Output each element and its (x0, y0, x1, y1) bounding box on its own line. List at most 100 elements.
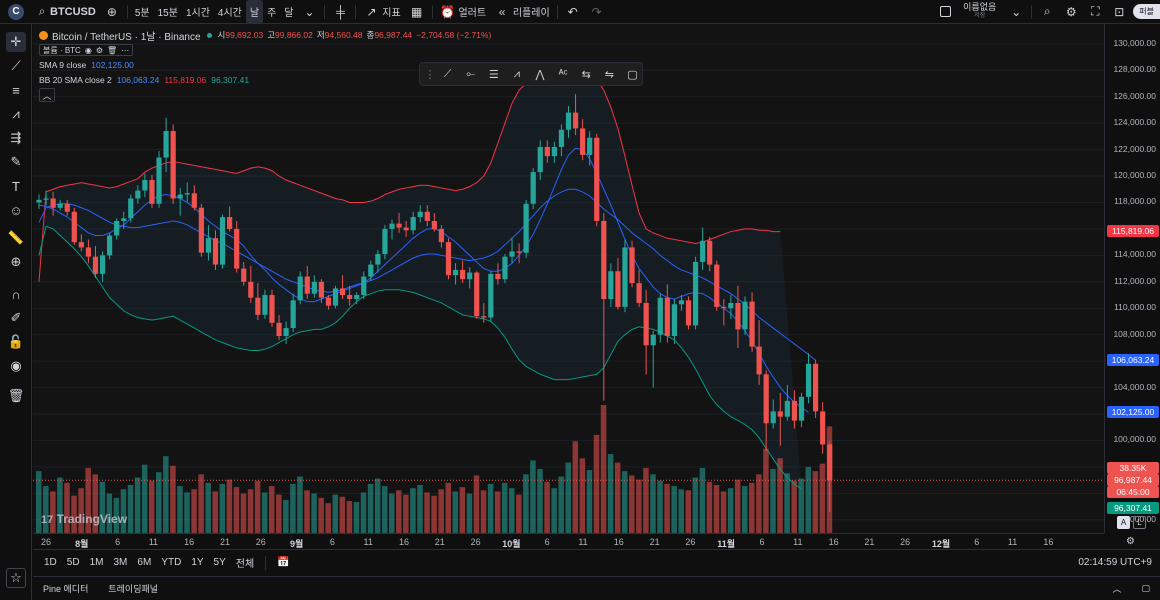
trash-icon: 🗑 (7, 388, 25, 403)
horizontal-ray-icon[interactable]: ⟜ (466, 67, 476, 80)
price-axis[interactable]: 130,000.00 128,000.00 126,000.00 124,000.00… (1104, 24, 1160, 533)
time-axis[interactable]: 26 8월 6 11 16 21 26 9월 6 11 16 21 26 10월 6 11 16 21 26 11월 6… (33, 533, 1104, 549)
candle-body (135, 190, 141, 199)
add-symbol-button[interactable]: ⊕ (100, 0, 124, 24)
range-3m[interactable]: 3M (113, 557, 128, 568)
hide-tool[interactable]: ◉ (6, 356, 26, 376)
settings-button[interactable]: ⚙ (1059, 0, 1083, 24)
price-chart[interactable] (33, 24, 1104, 533)
interval-week[interactable]: 주 (267, 8, 277, 19)
layout-dropdown[interactable]: ⌄ (1004, 0, 1028, 24)
trendline-tool[interactable]: ⟋ (6, 56, 26, 76)
candle-body (700, 240, 706, 262)
symbol-search[interactable]: ⌕ BTCUSD (30, 0, 100, 24)
interval-dropdown[interactable]: ⌄ (297, 0, 321, 24)
pattern-tool[interactable]: ⩘ (6, 104, 26, 124)
range-ytd[interactable]: YTD (161, 557, 182, 568)
tab-trading-panel[interactable]: 트레이딩패널 (108, 584, 159, 594)
layout-toggle[interactable] (936, 0, 955, 24)
range-5d[interactable]: 5D (66, 557, 80, 568)
time-tick: 16 (613, 537, 624, 547)
tab-pine-editor[interactable]: Pine 에디터 (43, 584, 89, 594)
date-range-icon[interactable]: ⇆ (581, 68, 591, 81)
volume-bar (494, 491, 501, 533)
range-1m[interactable]: 1M (89, 557, 104, 568)
favorites-tool[interactable]: ☆ (6, 568, 26, 588)
user-avatar[interactable]: C (8, 3, 24, 20)
candle-body (756, 346, 762, 375)
range-all[interactable]: 전체 (235, 559, 255, 570)
bb-legend[interactable]: BB 20 SMA close 2 106,063.24 115,819.06 … (39, 73, 491, 87)
templates-button[interactable]: ▦ (405, 0, 429, 24)
drag-handle[interactable]: ⋮ (424, 68, 436, 81)
time-axis-settings-button[interactable]: ⚙ (1126, 536, 1135, 547)
snapshot-button[interactable]: ⊡ (1107, 0, 1131, 24)
chart-type-button[interactable]: ╪ (328, 0, 352, 24)
chart-pane[interactable] (33, 24, 1104, 533)
parallel-channel-icon[interactable]: ☰ (488, 68, 499, 81)
range-1d[interactable]: 1D (44, 557, 57, 568)
interval-5m[interactable]: 5분 (134, 8, 150, 19)
interval-day[interactable]: 날 (245, 0, 264, 24)
log-scale-button[interactable]: L (1133, 516, 1146, 529)
layout-name-button[interactable]: 이름없음 저장 (955, 0, 1004, 24)
indicators-button[interactable]: ↗ 지표 (359, 0, 404, 24)
maximize-panel-button[interactable]: ▢ (1131, 583, 1160, 594)
xabcd-pattern-icon[interactable]: ⋀ (535, 68, 545, 81)
text-tool[interactable]: T (6, 176, 26, 196)
rectangle-icon[interactable]: ▢ (627, 68, 638, 81)
forecast-tool[interactable]: ⇶ (6, 128, 26, 148)
abcd-pattern-icon[interactable]: ᴬᶜ (558, 68, 568, 80)
auto-scale-button[interactable]: A (1117, 516, 1130, 529)
lock-tool[interactable]: 🔓 (6, 332, 26, 352)
replay-button[interactable]: « 리플레이 (490, 0, 554, 24)
clock-timezone[interactable]: 02:14:59 UTC+9 (1078, 557, 1152, 568)
go-to-date-button[interactable]: 📅 (272, 557, 294, 568)
emoji-tool[interactable]: ☺ (6, 200, 26, 220)
price-tick: 104,000.00 (1113, 381, 1156, 392)
brush-tool[interactable]: ✎ (6, 152, 26, 172)
series-title[interactable]: Bitcoin / TetherUS · 1날 · Binance (52, 31, 201, 43)
range-6m[interactable]: 6M (137, 557, 152, 568)
volume-bar (297, 476, 303, 533)
volume-bar (523, 474, 529, 533)
range-5y[interactable]: 5Y (213, 557, 226, 568)
volume-bar (276, 494, 282, 533)
candle-body (791, 400, 798, 421)
fullscreen-button[interactable]: ⛶ (1083, 0, 1107, 24)
undo-button[interactable]: ↶ (561, 0, 585, 24)
volume-bar (318, 497, 324, 533)
more-icon[interactable]: ⋯ (121, 45, 130, 55)
publish-button[interactable]: 퍼블 (1133, 0, 1160, 24)
eye-icon[interactable]: ◉ (84, 45, 92, 55)
interval-4h[interactable]: 4시간 (217, 8, 242, 19)
range-1y[interactable]: 1Y (191, 557, 204, 568)
crosshair-tool[interactable]: ✛ (6, 32, 26, 52)
zoom-tool[interactable]: ⊕ (6, 252, 26, 272)
redo-button[interactable]: ↷ (585, 0, 609, 24)
interval-15m[interactable]: 15분 (157, 8, 178, 19)
interval-month[interactable]: 달 (284, 8, 294, 19)
volume-chip[interactable]: 볼륨 · BTC ◉ ⚙ 🗑 ⋯ (39, 44, 134, 56)
interval-1h[interactable]: 1시간 (185, 8, 210, 19)
expand-panel-button[interactable]: ︿ (1102, 582, 1131, 595)
open-label: 시 (217, 30, 226, 40)
trend-line-icon[interactable]: ⟋ (443, 67, 452, 80)
fib-tool[interactable]: ≡ (6, 80, 26, 100)
trash-icon[interactable]: 🗑 (107, 45, 118, 55)
quick-search-button[interactable]: ⌕ (1035, 0, 1059, 24)
sma-legend[interactable]: SMA 9 close 102,125.00 (39, 58, 491, 72)
pitchfork-icon[interactable]: ⩘ (513, 67, 520, 80)
candle-body (721, 306, 727, 309)
stay-drawing-tool[interactable]: ✐ (6, 308, 26, 328)
delete-tool[interactable]: 🗑 (6, 386, 26, 406)
magnet-tool[interactable]: ∩ (6, 284, 26, 304)
candle-body (671, 304, 677, 337)
measure-tool[interactable]: 📏 (6, 228, 26, 248)
settings-icon[interactable]: ⚙ (95, 45, 103, 55)
price-range-icon[interactable]: ⇋ (604, 68, 614, 81)
alerts-button[interactable]: ⏰ 얼러트 (436, 0, 490, 24)
candle-body (707, 240, 713, 265)
collapse-legend-button[interactable]: ︿ (39, 88, 55, 102)
